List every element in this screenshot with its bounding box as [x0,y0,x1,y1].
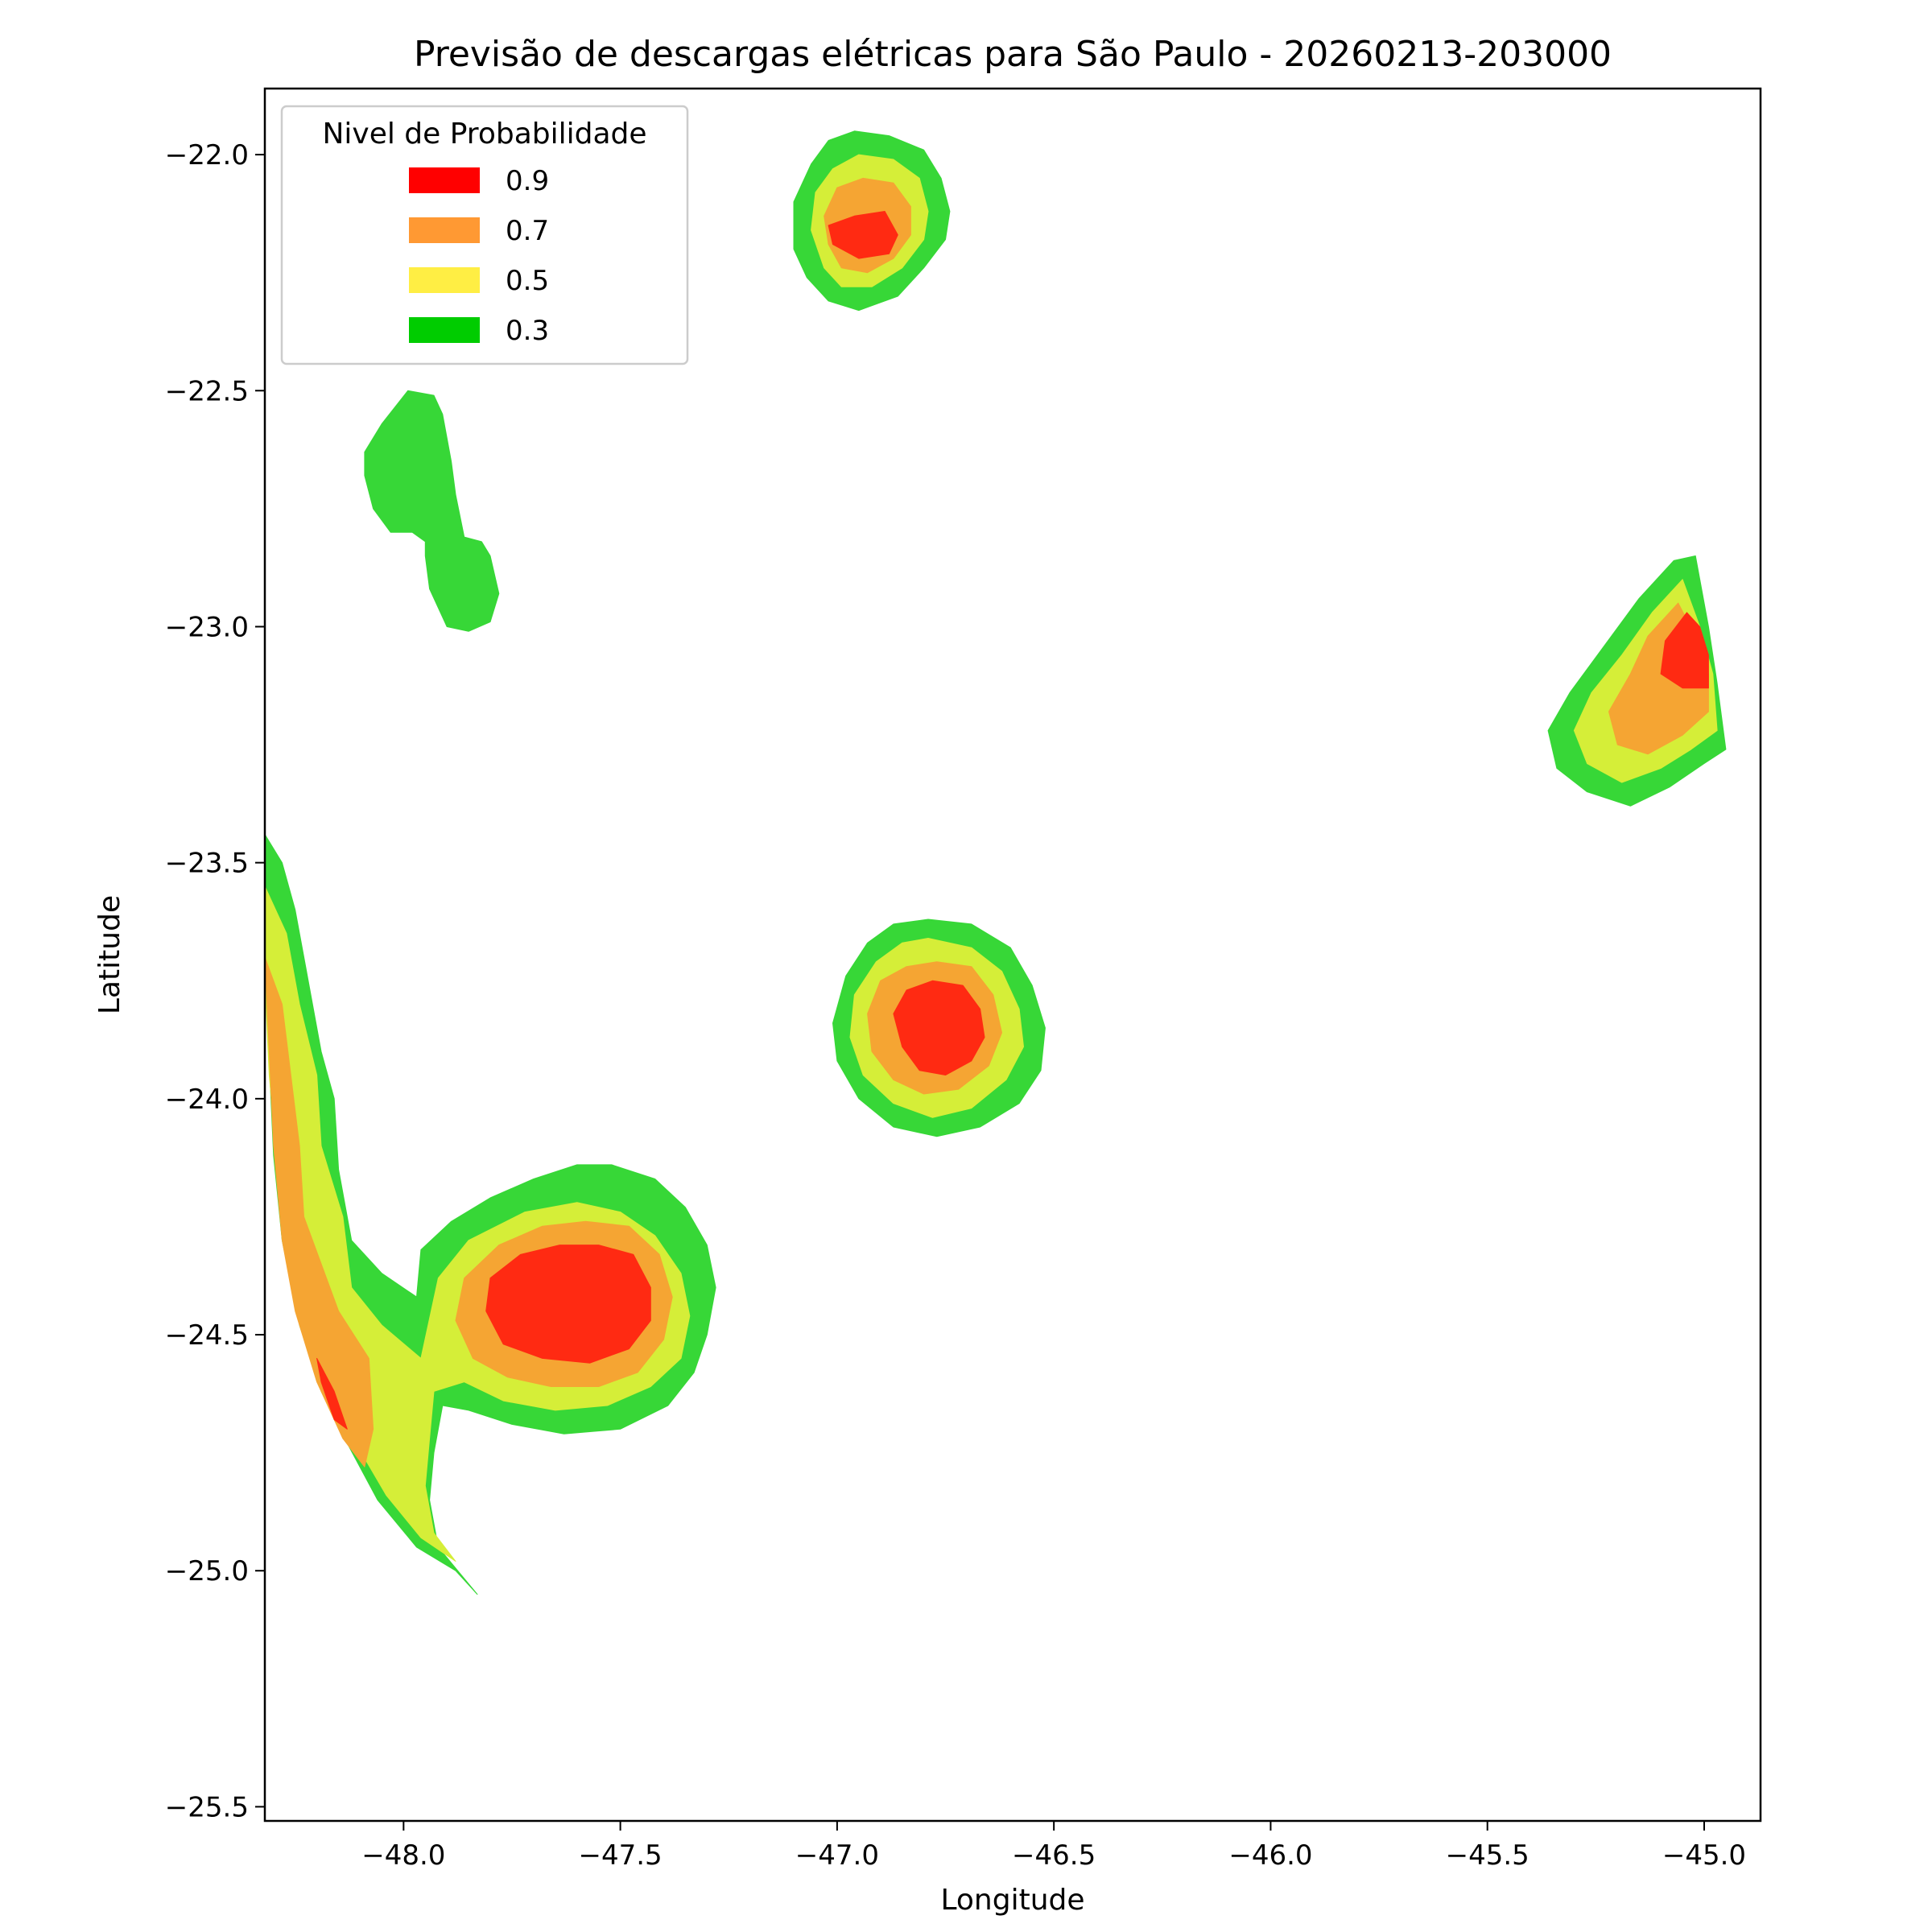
y-tick-label: −25.5 [165,1791,249,1823]
contour-layer [265,130,1727,1595]
southwest-cell [265,834,716,1595]
x-tick-label: −46.5 [1012,1839,1096,1872]
x-tick-label: −45.0 [1662,1839,1746,1872]
east-cell [1547,555,1727,807]
plot-frame [263,87,1762,1823]
y-tick-label: −24.0 [165,1084,249,1116]
legend-label-03: 0.3 [506,315,549,347]
y-tick-label: −23.0 [165,611,249,643]
y-axis: −22.0 −22.5 −23.0 −23.5 −24.0 −24.5 −25.0 −25.5 [165,139,265,1823]
legend: Nivel de Probabilidade 0.9 0.7 0.5 0.3 [280,105,689,365]
northwest-cell [364,390,500,632]
legend-swatch-09 [409,167,480,193]
north-cell-level-09-3 [828,211,898,259]
x-axis-label: Longitude [940,1884,1084,1917]
y-tick-label: −24.5 [165,1319,249,1352]
legend-swatch-05 [409,267,480,293]
east-cell-level-09-3 [1660,612,1709,689]
northwest-cell-level-03-0 [364,390,500,632]
chart-title: Previsão de descargas elétricas para São… [414,34,1612,75]
central-cell [832,919,1046,1137]
legend-label-07: 0.7 [506,215,549,247]
y-tick-label: −22.0 [165,139,249,171]
legend-title: Nivel de Probabilidade [322,118,646,151]
x-tick-label: −47.0 [795,1839,879,1872]
y-tick-label: −22.5 [165,375,249,407]
southwest-cell-level-09-4 [316,1357,348,1430]
x-tick-label: −46.0 [1228,1839,1312,1872]
legend-swatch-07 [409,217,480,243]
x-axis: −48.0 −47.5 −47.0 −46.5 −46.0 −45.5 −45.0 [361,1821,1746,1872]
x-tick-label: −48.0 [361,1839,445,1872]
y-axis-label: Latitude [93,895,126,1014]
legend-box [280,105,689,365]
southwest-cell-level-07-2 [265,956,374,1468]
legend-label-09: 0.9 [506,165,549,197]
legend-entries: 0.9 0.7 0.5 0.3 [409,165,549,347]
north-cell [793,130,951,312]
x-tick-label: −47.5 [579,1839,663,1872]
southwest-cell-level-09-5 [485,1245,651,1364]
central-cell-level-09-3 [893,980,985,1075]
x-tick-label: −45.5 [1446,1839,1530,1872]
y-tick-label: −25.0 [165,1555,249,1587]
y-tick-label: −23.5 [165,848,249,880]
legend-swatch-03 [409,317,480,343]
legend-label-05: 0.5 [506,265,549,297]
